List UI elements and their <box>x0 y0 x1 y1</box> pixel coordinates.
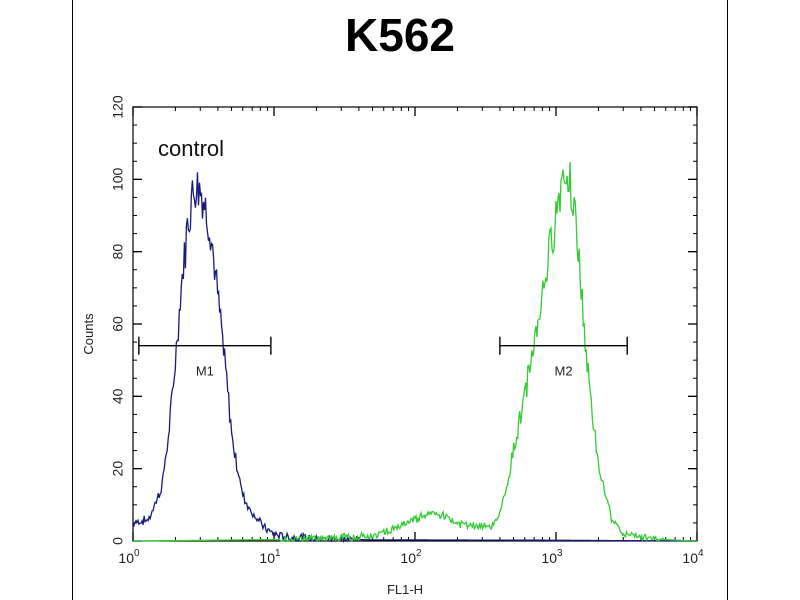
y-axis-ticks: 0 20 40 60 80 100 120 <box>110 95 697 545</box>
plot-frame <box>72 0 728 600</box>
marker-label: M1 <box>196 364 214 379</box>
y-tick-label: 100 <box>110 167 126 191</box>
series-group <box>132 161 697 544</box>
x-tick-label: 100 <box>118 548 140 566</box>
series-line <box>132 172 697 544</box>
x-axis-label: FL1-H <box>387 582 423 597</box>
y-tick-label: 0 <box>110 537 126 545</box>
y-tick-label: 80 <box>110 244 126 260</box>
y-tick-label: 120 <box>110 95 126 119</box>
marker-label: M2 <box>555 364 573 379</box>
y-tick-label: 40 <box>110 388 126 404</box>
x-axis-ticks: 100 101 102 103 104 <box>118 107 704 566</box>
x-tick-label: 102 <box>400 548 422 566</box>
plot-area <box>132 106 698 542</box>
x-tick-label: 104 <box>682 548 704 566</box>
series-line <box>133 161 697 544</box>
y-tick-label: 60 <box>110 316 126 332</box>
y-tick-label: 20 <box>110 461 126 477</box>
minor-ticks <box>133 106 697 542</box>
x-tick-label: 103 <box>541 548 563 566</box>
x-tick-label: 101 <box>259 548 281 566</box>
chart-title: K562 <box>345 9 455 61</box>
control-annotation: control <box>158 136 224 161</box>
y-axis-label: Counts <box>81 313 96 355</box>
markers-group: M1 M2 <box>138 336 628 379</box>
